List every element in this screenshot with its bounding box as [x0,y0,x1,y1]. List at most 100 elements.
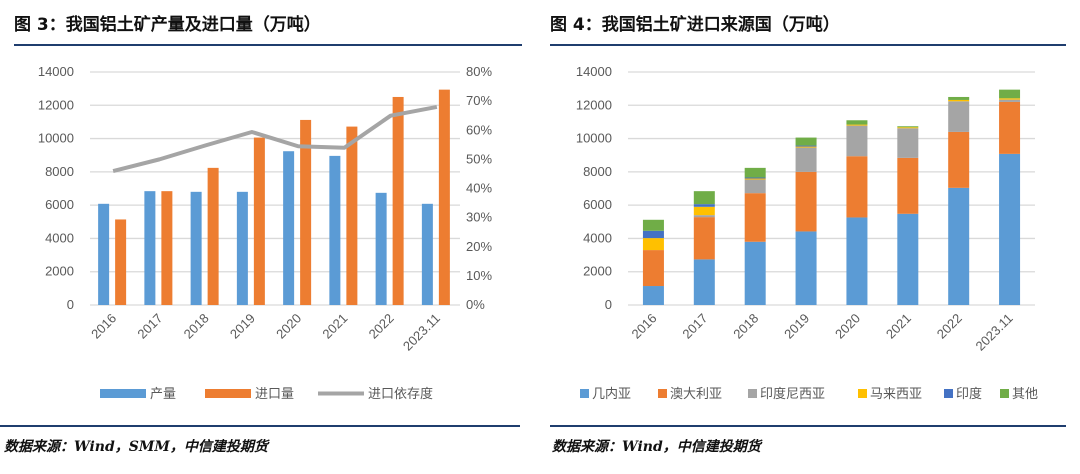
bar-产量 [329,155,341,305]
x-tick-label: 2021 [883,311,914,342]
x-tick-label: 2020 [832,311,863,342]
legend-label: 澳大利亚 [670,386,722,401]
y-tick-label: 6000 [583,197,612,212]
x-tick-label: 2017 [679,311,710,342]
stacked-bar-其他 [999,89,1021,99]
stacked-bar-澳大利亚 [744,193,766,242]
legend-label: 其他 [1012,386,1038,401]
legend-swatch [858,389,867,398]
stacked-bar-马来西亚 [744,178,766,180]
y2-tick-label: 80% [466,64,492,79]
y-tick-label: 0 [605,297,612,312]
y-tick-label: 12000 [38,97,74,112]
bar-进口量 [438,89,450,306]
left-bottom-divider [0,425,520,427]
y-tick-label: 8000 [45,164,74,179]
y-tick-label: 4000 [583,230,612,245]
legend-label: 产量 [150,386,176,401]
stacked-bar-印度 [744,177,766,179]
bar-进口量 [253,137,265,305]
y2-tick-label: 10% [466,268,492,283]
bar-产量 [375,192,387,305]
stacked-bar-其他 [642,219,664,231]
stacked-bar-印度 [642,230,664,239]
x-tick-label: 2020 [273,311,304,342]
x-tick-label: 2022 [366,311,397,342]
stacked-bar-马来西亚 [642,238,664,251]
stacked-bar-几内亚 [642,286,664,305]
right-source-note: 数据来源：Wind，中信建投期货 [552,439,761,455]
stacked-bar-马来西亚 [846,124,868,126]
y2-tick-label: 40% [466,181,492,196]
stacked-bar-印度尼西亚 [693,215,715,218]
x-tick-label: 2021 [319,311,350,342]
x-tick-label: 2019 [227,311,258,342]
stacked-bar-其他 [693,191,715,205]
x-tick-label: 2018 [730,311,761,342]
stacked-bar-几内亚 [846,217,868,305]
legend-swatch [1000,389,1009,398]
x-tick-label: 2016 [88,311,119,342]
right-bottom-divider [550,425,1066,427]
stacked-bar-澳大利亚 [693,217,715,260]
legend-label: 进口依存度 [368,386,433,401]
stacked-bar-其他 [744,167,766,178]
y-tick-label: 8000 [583,164,612,179]
x-tick-label: 2018 [181,311,212,342]
y-tick-label: 14000 [38,64,74,79]
bar-产量 [236,191,248,305]
stacked-bar-马来西亚 [693,206,715,216]
x-tick-label: 2022 [934,311,965,342]
stacked-bar-印度尼西亚 [846,125,868,157]
legend-swatch [658,389,667,398]
stacked-bar-印度尼西亚 [795,147,817,172]
right-chart-title: 图 4：我国铝土矿进口来源国（万吨） [550,15,840,35]
y-tick-label: 14000 [576,64,612,79]
stacked-bar-澳大利亚 [948,131,970,188]
legend-label: 进口量 [255,386,294,401]
stacked-bar-马来西亚 [897,127,919,129]
y-tick-label: 2000 [583,264,612,279]
y2-tick-label: 30% [466,210,492,225]
y2-tick-label: 60% [466,122,492,137]
y2-tick-label: 70% [466,93,492,108]
y-tick-label: 2000 [45,264,74,279]
stacked-bar-几内亚 [999,153,1021,305]
legend-swatch [748,389,757,398]
bar-产量 [98,203,110,305]
bar-进口量 [207,167,219,305]
legend-swatch [205,389,251,398]
stacked-bar-其他 [897,126,919,128]
x-tick-label: 2023.11 [973,311,1016,354]
bar-产量 [283,151,295,305]
stacked-bar-印度尼西亚 [897,128,919,158]
y-tick-label: 6000 [45,197,74,212]
legend-swatch [580,389,589,398]
legend-label: 马来西亚 [870,386,922,401]
y2-tick-label: 20% [466,239,492,254]
legend-swatch [100,389,146,398]
stacked-bar-几内亚 [948,187,970,305]
stacked-bar-马来西亚 [999,98,1021,100]
left-source-note: 数据来源：Wind，SMM，中信建投期货 [4,439,268,455]
stacked-bar-几内亚 [897,213,919,305]
x-tick-label: 2016 [629,311,660,342]
stacked-bar-印度尼西亚 [744,179,766,194]
legend-label: 几内亚 [592,386,631,401]
stacked-bar-马来西亚 [795,146,817,148]
bar-进口量 [392,96,404,305]
y-tick-label: 4000 [45,230,74,245]
stacked-bar-澳大利亚 [846,156,868,218]
stacked-bar-印度尼西亚 [999,99,1021,102]
stacked-bar-澳大利亚 [999,101,1021,154]
bar-产量 [190,191,202,305]
bar-进口量 [346,126,358,306]
bar-产量 [421,203,433,305]
stacked-bar-澳大利亚 [897,157,919,214]
bar-产量 [144,191,156,305]
y-tick-label: 12000 [576,97,612,112]
y-tick-label: 10000 [576,131,612,146]
legend-label: 印度尼西亚 [760,386,825,401]
